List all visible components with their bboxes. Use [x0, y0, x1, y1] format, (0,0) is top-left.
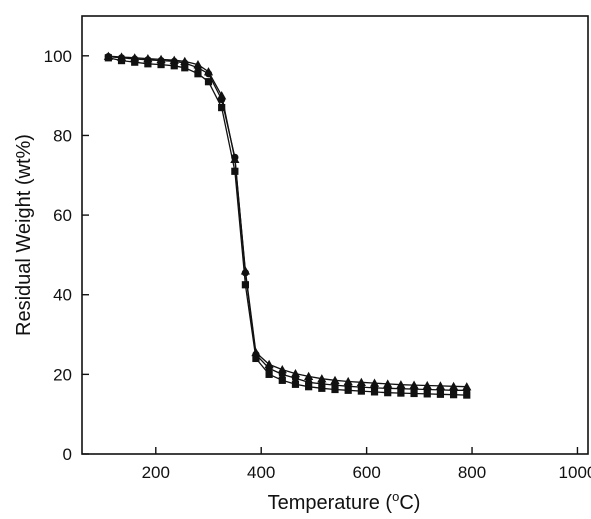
- data-point: [278, 376, 286, 384]
- data-point: [277, 364, 287, 374]
- data-point: [241, 281, 249, 289]
- data-point: [343, 376, 353, 386]
- data-point: [291, 380, 300, 388]
- data-point: [318, 384, 326, 392]
- series-triangle: [103, 51, 472, 391]
- y-tick-label: 40: [53, 286, 72, 305]
- y-axis-title: Residual Weight (wt%): [13, 134, 35, 336]
- data-point: [317, 374, 327, 383]
- data-point: [265, 370, 273, 378]
- data-point: [203, 67, 214, 76]
- data-point: [251, 347, 261, 357]
- data-point: [305, 383, 313, 391]
- data-point: [370, 388, 379, 396]
- data-point: [193, 59, 203, 69]
- y-tick-label: 0: [63, 445, 72, 464]
- data-point: [181, 64, 189, 72]
- data-point: [304, 371, 314, 381]
- data-point: [423, 390, 431, 398]
- series-line: [108, 57, 467, 396]
- data-point: [397, 389, 405, 397]
- data-point: [462, 382, 472, 391]
- data-point: [194, 70, 202, 78]
- y-tick-label: 60: [53, 206, 72, 225]
- data-point: [169, 55, 179, 64]
- data-point: [436, 390, 445, 398]
- data-point: [104, 54, 112, 62]
- data-point: [384, 389, 392, 397]
- data-series: [103, 51, 472, 399]
- data-point: [117, 56, 126, 65]
- series-line: [108, 55, 467, 388]
- data-point: [410, 389, 418, 398]
- series-line: [108, 55, 467, 391]
- data-point: [356, 377, 366, 387]
- data-point: [449, 391, 458, 399]
- data-point: [330, 375, 340, 385]
- data-point: [369, 378, 380, 387]
- data-point: [204, 78, 213, 86]
- x-tick-label: 400: [247, 463, 275, 482]
- data-point: [422, 380, 432, 390]
- data-point: [435, 381, 446, 390]
- data-point: [144, 60, 152, 68]
- data-point: [357, 387, 365, 395]
- data-point: [217, 91, 227, 100]
- data-point: [240, 266, 250, 275]
- data-point: [290, 368, 301, 378]
- data-point: [344, 386, 352, 394]
- data-point: [218, 103, 226, 112]
- data-point: [264, 359, 274, 369]
- data-point: [180, 56, 190, 66]
- data-point: [409, 380, 419, 389]
- data-point: [396, 380, 406, 389]
- y-tick-label: 100: [44, 47, 72, 66]
- plot-frame: [81, 15, 589, 455]
- data-point: [331, 385, 339, 394]
- data-point: [252, 354, 260, 363]
- data-point: [463, 391, 471, 399]
- data-point: [448, 381, 459, 390]
- x-axis-title: Temperature (oC): [268, 489, 421, 514]
- data-point: [231, 167, 239, 175]
- series-circle: [104, 53, 471, 394]
- series-square: [104, 54, 471, 399]
- x-tick-label: 600: [352, 463, 380, 482]
- x-tick-label: 200: [142, 463, 170, 482]
- x-tick-label: 800: [458, 463, 486, 482]
- data-point: [383, 379, 393, 388]
- data-point: [157, 60, 165, 69]
- data-point: [170, 62, 178, 70]
- data-point: [131, 58, 139, 66]
- y-tick-label: 20: [53, 365, 72, 384]
- y-tick-label: 80: [53, 126, 72, 145]
